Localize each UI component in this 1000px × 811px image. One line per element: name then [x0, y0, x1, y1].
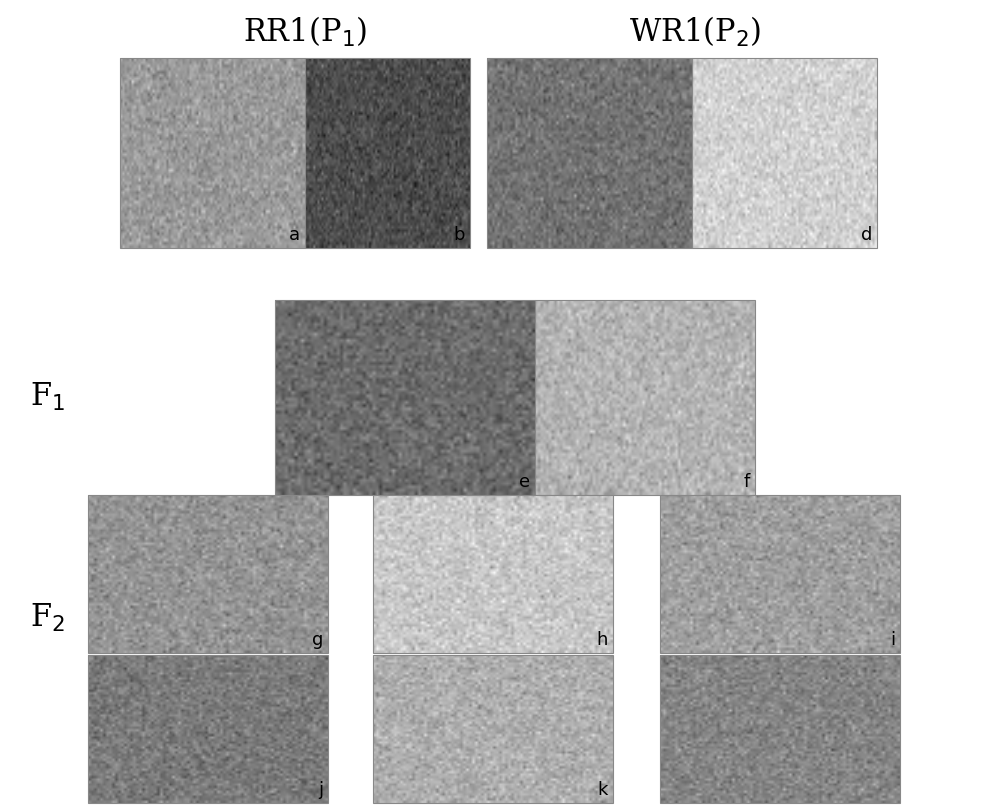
- Text: F$_1$: F$_1$: [30, 381, 65, 413]
- Bar: [120, 58, 305, 248]
- Text: f: f: [744, 473, 750, 491]
- Text: i: i: [890, 631, 895, 649]
- Bar: [275, 300, 535, 495]
- Text: b: b: [454, 226, 465, 244]
- Bar: [373, 495, 613, 653]
- Bar: [692, 58, 877, 248]
- Text: h: h: [597, 631, 608, 649]
- Text: d: d: [861, 226, 872, 244]
- Bar: [88, 655, 328, 803]
- Bar: [660, 495, 900, 653]
- Text: k: k: [598, 781, 608, 799]
- Bar: [487, 58, 692, 248]
- Text: WR1(P$_2$): WR1(P$_2$): [629, 15, 761, 49]
- Bar: [305, 58, 470, 248]
- Bar: [373, 655, 613, 803]
- Text: j: j: [318, 781, 323, 799]
- Text: g: g: [312, 631, 323, 649]
- Text: e: e: [519, 473, 530, 491]
- Text: RR1(P$_1$): RR1(P$_1$): [243, 15, 367, 49]
- Bar: [535, 300, 755, 495]
- Bar: [660, 655, 900, 803]
- Text: a: a: [289, 226, 300, 244]
- Text: F$_2$: F$_2$: [30, 602, 65, 634]
- Bar: [88, 495, 328, 653]
